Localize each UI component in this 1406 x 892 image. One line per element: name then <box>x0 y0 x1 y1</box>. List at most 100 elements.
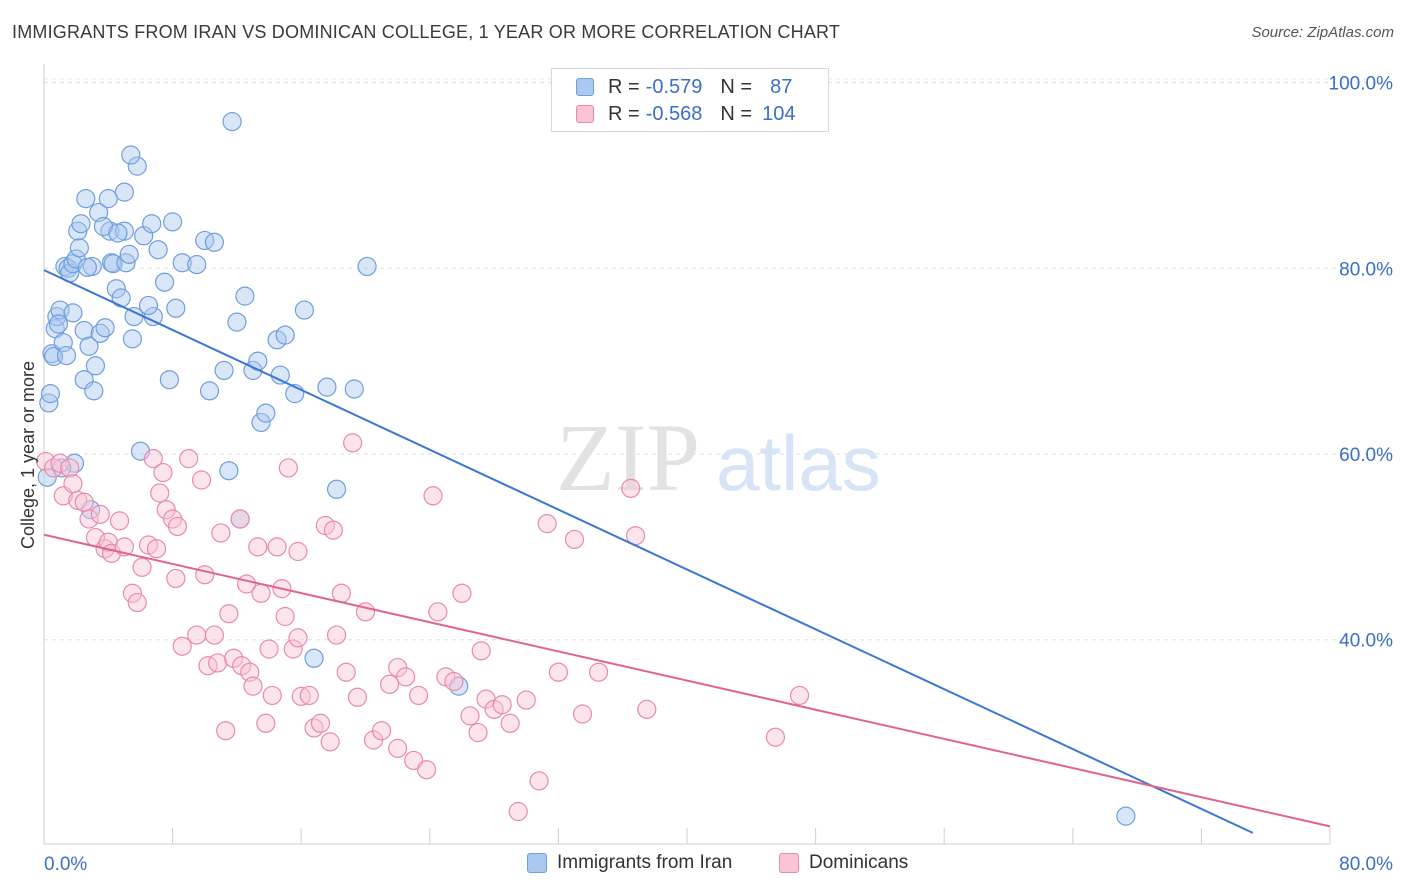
legend-label-iran: Immigrants from Iran <box>557 852 733 873</box>
iran-point <box>79 336 99 356</box>
legend-r-value: -0.579 <box>645 75 703 98</box>
dominican-point <box>156 500 176 520</box>
dominican-point <box>508 801 528 822</box>
iran-point <box>40 384 61 404</box>
dominican-point <box>516 690 536 710</box>
iran-point <box>101 253 122 273</box>
dominican-point <box>79 509 99 529</box>
dominican-point <box>452 583 472 603</box>
dominican-point <box>291 686 311 706</box>
stats-legend: R = -0.579 N = 87 R = -0.568 N = 104 <box>551 68 829 132</box>
dominican-point <box>109 511 130 531</box>
dominican-point <box>537 514 557 534</box>
dominican-point <box>336 662 356 682</box>
iran-point <box>111 288 131 308</box>
dominican-point <box>60 458 80 478</box>
dominican-point <box>74 492 94 512</box>
dominican-point <box>259 639 279 659</box>
iran-point <box>317 377 337 397</box>
iran-point <box>98 189 118 209</box>
iran-point <box>219 461 239 481</box>
dominican-point <box>127 592 147 613</box>
iran-point <box>344 379 364 399</box>
dominican-point <box>275 606 295 627</box>
y-tick-label: 60.0% <box>1339 445 1393 466</box>
iran-point <box>163 212 183 232</box>
iran-point <box>106 279 126 299</box>
dominican-point <box>36 451 56 472</box>
iran-point <box>74 320 94 341</box>
dominican-point <box>288 628 308 648</box>
iran-point <box>148 240 168 260</box>
dominican-point <box>143 449 163 469</box>
legend-item-dominicans[interactable]: Dominicans <box>779 852 908 874</box>
iran-point <box>326 479 347 499</box>
dominican-point <box>380 674 400 694</box>
dominican-point <box>468 722 488 743</box>
dominican-point <box>396 667 416 687</box>
iran-point <box>119 244 139 264</box>
dominican-point <box>211 523 231 543</box>
iran-point <box>63 303 83 323</box>
dominican-point <box>500 713 520 733</box>
source-credit: Source: ZipAtlas.com <box>1251 24 1394 41</box>
iran-point <box>235 286 255 306</box>
dominican-point <box>371 721 392 741</box>
iran-point <box>159 370 179 390</box>
watermark-zip: ZIP <box>556 404 700 511</box>
dominican-point <box>187 625 207 645</box>
iran-point <box>195 230 215 251</box>
iran-point <box>71 214 91 234</box>
dominican-point <box>191 470 212 490</box>
dominican-point <box>529 771 549 791</box>
dominican-point <box>63 474 83 494</box>
dominican-point <box>219 604 239 624</box>
dominican-point <box>288 541 308 562</box>
dominican-point <box>789 685 810 706</box>
dominican-point <box>347 687 368 707</box>
legend-n-value: 87 <box>770 75 793 98</box>
iran-point <box>251 412 271 433</box>
iran-point <box>256 403 276 423</box>
series-legend: Immigrants from Iran Dominicans <box>0 852 1406 878</box>
x-tick-label-max: 80.0% <box>1339 854 1393 875</box>
legend-r-value: -0.568 <box>645 102 703 125</box>
dominican-point <box>166 568 186 589</box>
dominican-point <box>230 509 250 529</box>
dominican-point <box>326 625 347 645</box>
dominican-point <box>444 671 464 692</box>
iran-trend-line <box>43 269 1254 834</box>
dominican-point <box>172 636 192 656</box>
chart-title: IMMIGRANTS FROM IRAN VS DOMINICAN COLLEG… <box>12 22 841 42</box>
iran-point <box>77 257 98 277</box>
legend-item-iran[interactable]: Immigrants from Iran <box>527 852 732 874</box>
dominican-point <box>262 685 282 706</box>
data-points <box>36 111 1136 826</box>
legend-row-dominicans: R = -0.568 N = 104 <box>576 102 795 126</box>
iran-point <box>199 381 220 401</box>
dominican-point <box>460 706 480 726</box>
dominican-point <box>150 483 170 503</box>
legend-swatch-iran <box>527 853 547 873</box>
iran-point <box>122 329 143 349</box>
iran-point <box>275 325 295 345</box>
iran-point <box>294 300 315 320</box>
y-tick-label: 80.0% <box>1339 259 1393 280</box>
iran-point <box>48 314 69 334</box>
dominican-point <box>299 685 319 706</box>
dominican-point <box>208 653 228 673</box>
legend-swatch-iran <box>576 78 594 96</box>
iran-point <box>95 318 115 338</box>
dominican-point <box>320 732 340 752</box>
dominican-point <box>50 453 70 473</box>
dominican-point <box>179 449 199 469</box>
legend-n-value: 104 <box>762 102 796 125</box>
iran-point <box>187 254 207 275</box>
iran-point <box>121 145 141 165</box>
dominican-point <box>267 537 287 557</box>
dominican-point <box>423 486 443 506</box>
dominican-point <box>492 695 512 715</box>
dominican-point <box>132 557 152 577</box>
trend-lines <box>43 269 1331 834</box>
